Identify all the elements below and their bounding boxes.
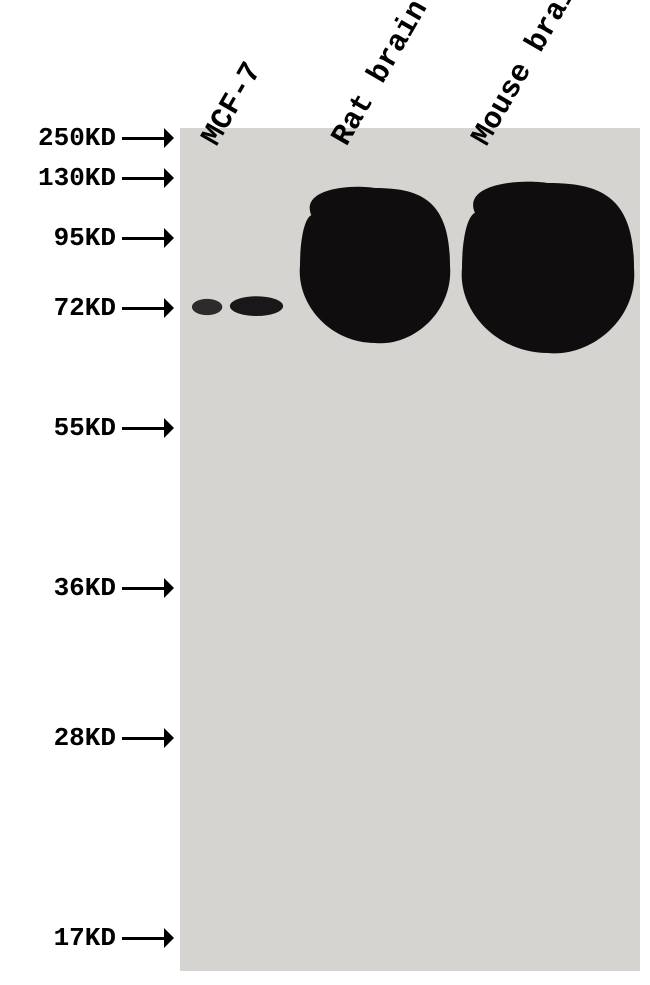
arrow-right-icon xyxy=(122,418,174,438)
mw-marker-row: 72KD xyxy=(0,293,180,323)
mw-marker-label: 250KD xyxy=(0,123,116,153)
arrow-right-icon xyxy=(122,928,174,948)
mw-marker-row: 95KD xyxy=(0,223,180,253)
mw-marker-row: 130KD xyxy=(0,163,180,193)
mw-marker-row: 28KD xyxy=(0,723,180,753)
blot-membrane xyxy=(180,128,640,971)
mw-marker-label: 17KD xyxy=(0,923,116,953)
mw-marker-label: 28KD xyxy=(0,723,116,753)
mw-marker-label: 72KD xyxy=(0,293,116,323)
mw-marker-label: 55KD xyxy=(0,413,116,443)
arrow-right-icon xyxy=(122,228,174,248)
mw-marker-label: 36KD xyxy=(0,573,116,603)
arrow-right-icon xyxy=(122,298,174,318)
arrow-right-icon xyxy=(122,728,174,748)
mw-marker-row: 36KD xyxy=(0,573,180,603)
mw-marker-label: 95KD xyxy=(0,223,116,253)
arrow-right-icon xyxy=(122,168,174,188)
mw-marker-row: 55KD xyxy=(0,413,180,443)
mw-marker-row: 250KD xyxy=(0,123,180,153)
mw-marker-label: 130KD xyxy=(0,163,116,193)
arrow-right-icon xyxy=(122,128,174,148)
arrow-right-icon xyxy=(122,578,174,598)
mw-marker-row: 17KD xyxy=(0,923,180,953)
